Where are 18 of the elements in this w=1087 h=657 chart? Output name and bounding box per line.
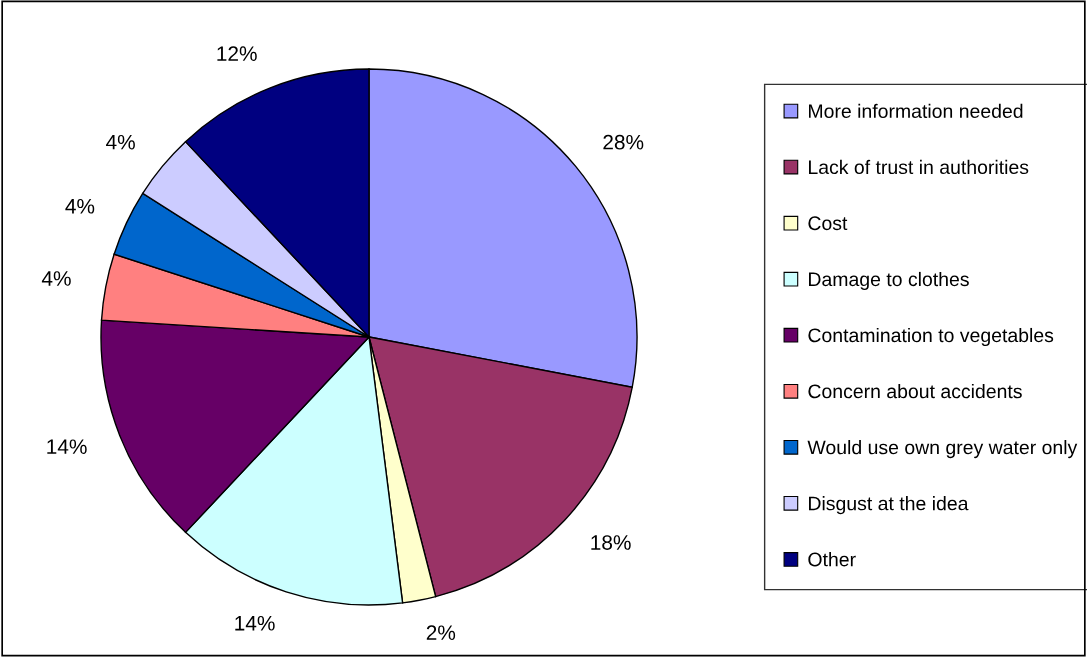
data-label: 28% [603, 134, 644, 150]
data-label: 12% [217, 46, 257, 61]
data-label: 2% [426, 625, 456, 640]
legend-label: Contamination to vegetables [808, 327, 1054, 347]
data-label: 4% [106, 134, 135, 150]
legend-label: Would use own grey water only [807, 440, 1078, 459]
legend-label: Damage to clothes [809, 271, 969, 291]
legend-label: Cost [808, 216, 848, 231]
legend-label: Lack of trust in authorities [809, 159, 1029, 175]
legend-label: Concern about accidents [808, 383, 1022, 399]
legend-label: More information needed [809, 103, 1023, 119]
data-label: 14% [47, 439, 87, 454]
legend-label: Disgust at the idea [809, 496, 969, 515]
data-label: 4% [65, 198, 95, 214]
data-label: 18% [591, 535, 631, 550]
data-label: 4% [41, 271, 71, 286]
data-label: 14% [235, 615, 275, 631]
legend-label: Other [808, 552, 856, 567]
